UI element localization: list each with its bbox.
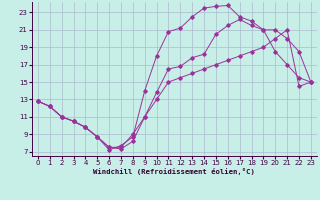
X-axis label: Windchill (Refroidissement éolien,°C): Windchill (Refroidissement éolien,°C) (93, 168, 255, 175)
